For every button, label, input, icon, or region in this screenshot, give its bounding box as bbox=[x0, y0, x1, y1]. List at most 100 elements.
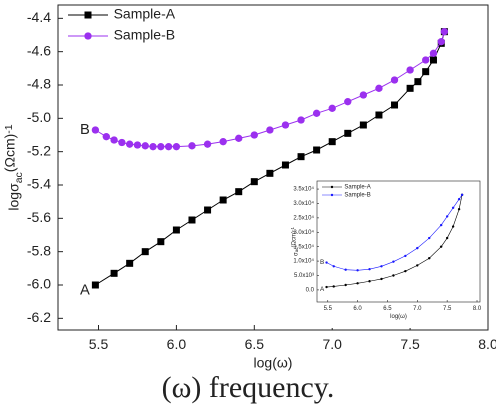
annotation: A bbox=[320, 286, 325, 293]
legend-marker bbox=[84, 32, 92, 40]
marker bbox=[344, 129, 352, 137]
marker bbox=[219, 196, 227, 204]
annotation: B bbox=[320, 259, 324, 266]
marker bbox=[204, 206, 212, 214]
marker bbox=[368, 267, 371, 271]
x-tick-label: 6.0 bbox=[353, 306, 362, 312]
legend-marker bbox=[330, 185, 334, 189]
marker bbox=[404, 269, 407, 273]
legend-label: Sample-A bbox=[344, 185, 370, 191]
marker bbox=[451, 225, 455, 228]
marker bbox=[172, 226, 180, 234]
marker bbox=[439, 223, 443, 227]
marker bbox=[250, 178, 258, 186]
marker bbox=[440, 27, 449, 36]
marker bbox=[380, 265, 383, 268]
legend-label: Sample-B bbox=[114, 27, 175, 43]
y-tick-label: -6.2 bbox=[27, 309, 51, 325]
x-tick-label: 7.5 bbox=[443, 306, 452, 312]
marker bbox=[164, 142, 173, 151]
y-tick-label: -5.8 bbox=[27, 242, 51, 258]
marker bbox=[188, 216, 196, 224]
legend-label: Sample-A bbox=[114, 6, 176, 22]
marker bbox=[126, 259, 134, 267]
marker bbox=[375, 84, 383, 93]
y-tick-label: -5.0 bbox=[27, 109, 51, 125]
y-tick-label: -4.8 bbox=[27, 76, 51, 92]
marker bbox=[457, 197, 461, 201]
y-tick-label: 3.5x10⁴ bbox=[293, 186, 314, 193]
inset-background bbox=[277, 179, 484, 328]
marker bbox=[266, 126, 274, 134]
y-axis-label-part: σ bbox=[293, 252, 299, 256]
marker bbox=[380, 277, 383, 281]
marker bbox=[392, 260, 395, 263]
x-tick-label: 7.5 bbox=[400, 336, 420, 352]
y-tick-label: -4.6 bbox=[27, 42, 51, 58]
x-tick-label: 6.0 bbox=[167, 336, 187, 352]
marker bbox=[141, 142, 149, 150]
marker bbox=[392, 274, 395, 277]
annotation: B bbox=[80, 122, 90, 138]
marker bbox=[203, 140, 212, 148]
y-tick-label: 1.5x10⁴ bbox=[293, 243, 314, 250]
marker bbox=[375, 111, 383, 119]
marker bbox=[416, 246, 419, 250]
marker bbox=[110, 269, 118, 277]
marker bbox=[414, 78, 422, 86]
marker bbox=[133, 141, 142, 149]
marker bbox=[281, 121, 290, 129]
x-axis-label: log(ω) bbox=[254, 354, 293, 370]
x-tick-label: 7.0 bbox=[413, 306, 422, 312]
y-tick-label: 2.0x10⁴ bbox=[293, 229, 314, 236]
marker bbox=[429, 49, 438, 58]
y-tick-label: 0.0 bbox=[306, 287, 315, 293]
marker bbox=[110, 136, 118, 144]
marker bbox=[391, 101, 399, 109]
marker bbox=[437, 37, 445, 46]
marker bbox=[451, 206, 455, 209]
y-tick-label: 1.0x10⁴ bbox=[293, 258, 314, 265]
marker bbox=[332, 285, 335, 288]
y-tick-label: 3.0x10⁴ bbox=[293, 200, 314, 207]
marker bbox=[188, 142, 196, 150]
y-axis-label-part: -1 bbox=[290, 227, 295, 231]
marker bbox=[328, 104, 336, 113]
y-axis-label-part: ac bbox=[294, 247, 299, 253]
marker bbox=[91, 126, 100, 134]
y-axis-label-part: -1 bbox=[3, 124, 15, 133]
marker bbox=[328, 138, 336, 146]
y-tick-label: -4.4 bbox=[27, 9, 51, 25]
legend-marker bbox=[330, 193, 334, 197]
marker bbox=[266, 169, 274, 177]
marker bbox=[118, 138, 126, 147]
marker bbox=[428, 236, 431, 240]
marker bbox=[125, 140, 134, 148]
marker bbox=[460, 193, 464, 197]
marker bbox=[445, 215, 449, 218]
marker bbox=[325, 285, 328, 289]
x-tick-label: 6.5 bbox=[245, 336, 265, 352]
marker bbox=[457, 208, 461, 211]
main-chart: 5.5 6.0 6.5 7.0 7.5 8.0 -6.2 -6.0 -5.8 -5.6 -5.4 -5… bbox=[1, 4, 496, 370]
marker bbox=[332, 265, 335, 268]
legend-marker bbox=[84, 11, 92, 19]
x-tick-label: 8.0 bbox=[473, 306, 482, 312]
y-axis-label-part: logσ bbox=[5, 183, 21, 211]
marker bbox=[172, 142, 181, 151]
marker bbox=[344, 97, 352, 106]
marker bbox=[356, 282, 359, 285]
marker bbox=[439, 245, 443, 248]
marker bbox=[429, 56, 437, 64]
marker bbox=[102, 132, 110, 141]
marker bbox=[250, 131, 258, 139]
marker bbox=[359, 121, 367, 129]
marker bbox=[406, 84, 414, 92]
marker bbox=[281, 161, 289, 169]
marker bbox=[368, 280, 371, 283]
marker bbox=[359, 91, 368, 99]
marker bbox=[235, 134, 243, 143]
marker bbox=[313, 146, 321, 154]
marker bbox=[219, 137, 227, 146]
